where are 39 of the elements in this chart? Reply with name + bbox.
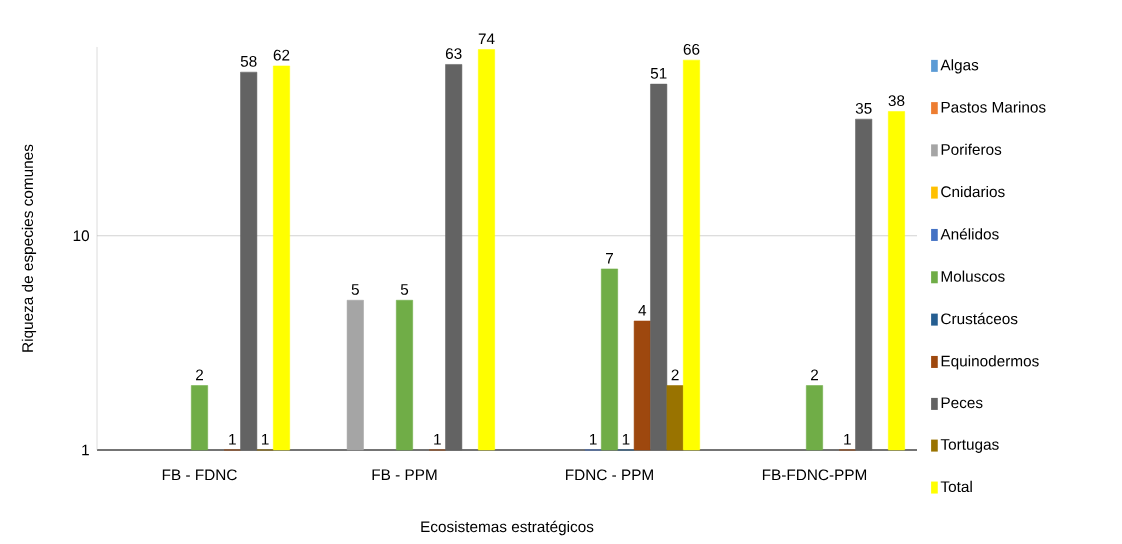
data-label: 1 bbox=[434, 434, 441, 445]
legend-label: Total bbox=[940, 480, 972, 493]
x-tick-label: FB - FDNC bbox=[162, 469, 237, 481]
legend-label: Moluscos bbox=[941, 270, 1005, 282]
data-label: 2 bbox=[196, 369, 203, 381]
legend-label: Pastos Marinos bbox=[941, 101, 1046, 113]
y-tick-label: 10 bbox=[73, 230, 90, 242]
data-label: 5 bbox=[351, 284, 359, 295]
data-label: 63 bbox=[445, 48, 462, 60]
data-label: 1 bbox=[262, 434, 269, 445]
data-label: 5 bbox=[400, 284, 409, 295]
legend-label: Tortugas bbox=[940, 439, 999, 453]
legend-label: Crustáceos bbox=[941, 312, 1018, 325]
data-label: 38 bbox=[888, 95, 905, 107]
data-label: 1 bbox=[590, 434, 597, 445]
data-label: 2 bbox=[671, 369, 679, 381]
data-label: 2 bbox=[811, 369, 818, 381]
legend-label: Equinodermos bbox=[941, 355, 1039, 370]
x-tick-label: FB - PPM bbox=[372, 469, 437, 480]
y-axis-title: Riqueza de especies comunes bbox=[21, 144, 37, 352]
legend-label: Algas bbox=[940, 59, 979, 74]
legend-label: Anélidos bbox=[940, 228, 999, 240]
data-label: 1 bbox=[844, 434, 851, 445]
data-label: 51 bbox=[650, 68, 667, 79]
x-tick-label: FDNC - PPM bbox=[566, 469, 653, 481]
legend-label: Peces bbox=[941, 397, 983, 409]
data-label: 1 bbox=[622, 434, 630, 445]
x-tick-label: FB-FDNC-PPM bbox=[762, 469, 867, 481]
legend-label: Poriferos bbox=[941, 143, 1002, 155]
data-label: 4 bbox=[638, 305, 647, 316]
data-label: 58 bbox=[240, 55, 257, 67]
data-label: 7 bbox=[606, 253, 613, 264]
data-label: 62 bbox=[273, 49, 290, 61]
data-label: 74 bbox=[478, 33, 495, 45]
legend-label: Cnidarios bbox=[941, 185, 1005, 198]
x-axis-title: Ecosistemas estratégicos bbox=[421, 520, 594, 536]
data-label: 1 bbox=[229, 434, 236, 445]
data-label: 66 bbox=[683, 43, 700, 55]
data-label: 35 bbox=[855, 102, 872, 114]
